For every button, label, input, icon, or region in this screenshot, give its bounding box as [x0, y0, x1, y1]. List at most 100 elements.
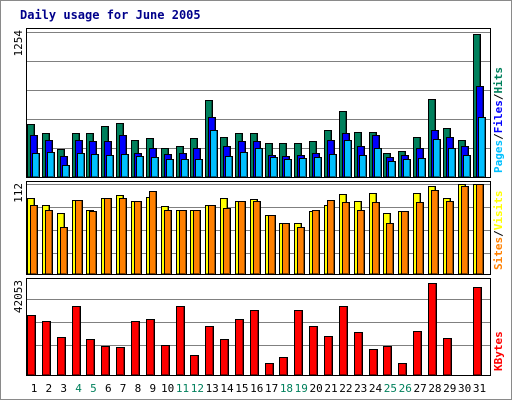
bar-pages-day-13 [210, 130, 218, 178]
bar-sites-day-27 [416, 202, 424, 275]
bar-body [190, 355, 199, 376]
bar-shade [125, 199, 126, 274]
bar-sites-day-31 [476, 184, 484, 275]
bar-body [166, 159, 174, 178]
bar-kbytes-day-13 [205, 326, 214, 376]
bar-body [60, 227, 68, 275]
bar-shade [405, 364, 406, 375]
x-tick-label: 20 [310, 382, 323, 395]
bar-body [45, 210, 53, 275]
x-tick-label: 31 [473, 382, 486, 395]
x-tick-label: 27 [413, 382, 426, 395]
bar-body [270, 157, 278, 178]
bar-body [210, 130, 218, 178]
bar-body [235, 319, 244, 376]
bar-body [265, 363, 274, 376]
bar-body [428, 283, 437, 376]
bar-shade [320, 158, 321, 177]
bar-body [314, 157, 322, 178]
x-tick-label: 1 [31, 382, 38, 395]
bar-shade [257, 311, 258, 375]
bar-shade [127, 155, 128, 177]
bar-shade [216, 131, 217, 177]
bar-shade [378, 203, 379, 274]
bar-pages-day-22 [344, 140, 352, 178]
bar-shade [450, 339, 451, 375]
bar-body [282, 223, 290, 275]
bar-shade [305, 159, 306, 177]
bar-kbytes-day-27 [413, 331, 422, 376]
bar-shade [51, 211, 52, 274]
bar-body [42, 321, 51, 376]
bar-kbytes-day-8 [131, 321, 140, 376]
bar-kbytes-day-10 [161, 345, 170, 376]
bar-sites-day-22 [342, 202, 350, 275]
bar-body [312, 210, 320, 275]
legend-files: Files [492, 100, 505, 133]
bar-pages-day-14 [225, 156, 233, 178]
bar-body [299, 158, 307, 178]
bar-body [383, 346, 392, 376]
bar-kbytes-day-20 [309, 326, 318, 376]
bar-pages-day-30 [463, 155, 471, 178]
bar-shade [231, 157, 232, 177]
bar-body [47, 152, 55, 178]
bar-body [413, 331, 422, 376]
bar-sites-day-17 [268, 215, 276, 275]
bar-shade [242, 320, 243, 375]
bar-shade [140, 202, 141, 274]
bar-body [179, 210, 187, 275]
bar-body [463, 155, 471, 178]
bar-shade [93, 340, 94, 375]
bar-shade [348, 203, 349, 274]
bar-kbytes-day-5 [86, 339, 95, 376]
bar-body [268, 215, 276, 275]
bar-shade [246, 153, 247, 177]
bar-shade [390, 347, 391, 375]
bar-kbytes-day-17 [265, 363, 274, 376]
bar-sites-day-15 [238, 201, 246, 275]
bar-shade [467, 187, 468, 274]
bar-pages-day-17 [270, 157, 278, 178]
bar-shade [168, 346, 169, 375]
bar-shade [79, 307, 80, 375]
bar-sites-day-25 [386, 223, 394, 275]
panel-legend: KBytes [492, 331, 505, 371]
bar-sites-day-29 [446, 201, 454, 275]
bar-pages-day-2 [47, 152, 55, 178]
bar-shade [123, 348, 124, 375]
bar-body [344, 140, 352, 178]
y-max-label: 42053 [12, 280, 25, 313]
bar-kbytes-day-28 [428, 283, 437, 376]
bar-pages-day-26 [403, 159, 411, 178]
bar-body [342, 202, 350, 275]
x-tick-label: 17 [265, 382, 278, 395]
bar-pages-day-25 [388, 161, 396, 178]
bar-kbytes-day-11 [176, 306, 185, 376]
bar-pages-day-23 [359, 155, 367, 178]
bar-body [448, 148, 456, 178]
bar-pages-day-16 [255, 148, 263, 178]
bar-shade [484, 118, 485, 177]
bar-shade [303, 228, 304, 274]
bar-body [279, 357, 288, 376]
bar-sites-day-6 [104, 198, 112, 275]
bar-shade [261, 149, 262, 177]
bar-body [75, 200, 83, 275]
bar-body [101, 346, 110, 376]
bar-shade [409, 160, 410, 177]
bar-kbytes-day-12 [190, 355, 199, 376]
bar-shade [272, 364, 273, 375]
bar-body [225, 156, 233, 178]
bar-shade [64, 338, 65, 375]
panel-legend: Sites/Visits [492, 191, 505, 271]
bar-pages-day-8 [136, 156, 144, 178]
bar-shade [407, 212, 408, 274]
bar-pages-day-27 [418, 158, 426, 178]
bar-shade [38, 154, 39, 177]
bar-shade [227, 340, 228, 375]
bar-pages-day-4 [77, 153, 85, 178]
bar-body [30, 205, 38, 275]
bar-pages-day-3 [62, 165, 70, 178]
bar-kbytes-day-15 [235, 319, 244, 376]
